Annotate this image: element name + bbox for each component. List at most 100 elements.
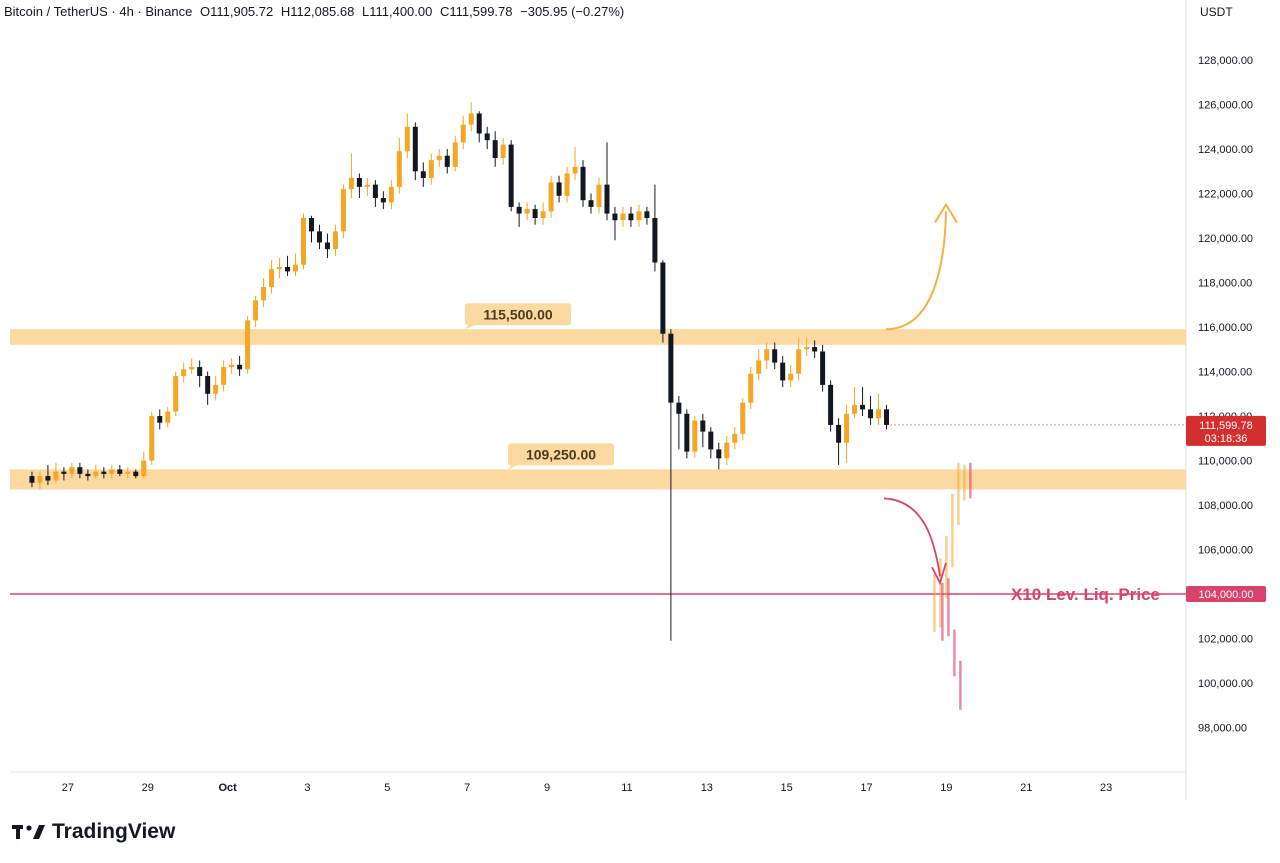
candle[interactable] [364,184,370,187]
candle[interactable] [213,384,219,394]
candle[interactable] [740,402,746,434]
candle[interactable] [277,266,283,270]
candle[interactable] [29,476,35,483]
candle[interactable] [356,177,362,187]
candle[interactable] [205,375,211,394]
candle[interactable] [756,360,762,374]
candle[interactable] [588,200,594,207]
candle[interactable] [428,160,434,178]
symbol-label[interactable]: Bitcoin / TetherUS · 4h · Binance [4,4,193,19]
candle[interactable] [884,409,890,425]
candle[interactable] [301,218,307,265]
support-resistance-zone[interactable] [10,329,1186,345]
candle[interactable] [700,420,706,432]
candle[interactable] [476,113,482,134]
candle[interactable] [221,367,227,385]
candle[interactable] [572,166,578,174]
candle[interactable] [77,467,83,474]
candle[interactable] [484,133,490,141]
candle[interactable] [860,404,866,410]
candle[interactable] [237,364,243,370]
price-unit-label[interactable]: USDT [1200,5,1233,19]
candle[interactable] [532,209,538,219]
candle[interactable] [628,213,634,221]
candle[interactable] [764,349,770,361]
candle[interactable] [420,171,426,178]
candle[interactable] [580,166,586,201]
candle[interactable] [508,144,514,207]
candle[interactable] [372,184,378,198]
candle[interactable] [173,375,179,412]
candle[interactable] [636,211,642,221]
candle[interactable] [229,364,235,368]
candle[interactable] [388,186,394,203]
candle[interactable] [189,367,195,370]
candle[interactable] [732,433,738,443]
candle[interactable] [396,151,402,187]
candle[interactable] [85,473,91,477]
candle[interactable] [620,213,626,221]
candle[interactable] [804,347,810,350]
candle[interactable] [652,218,658,263]
candle[interactable] [676,402,682,414]
candle[interactable] [876,409,882,419]
candle[interactable] [245,320,251,370]
candle[interactable] [436,155,442,161]
candle[interactable] [692,420,698,452]
candle[interactable] [45,476,51,481]
candle[interactable] [37,476,43,483]
candle[interactable] [716,449,722,459]
candle[interactable] [492,140,498,158]
candle[interactable] [165,411,171,423]
candle[interactable] [644,211,650,219]
candle[interactable] [772,349,778,363]
candle[interactable] [612,213,618,221]
candle[interactable] [285,266,291,272]
candle[interactable] [596,184,602,207]
candle[interactable] [149,416,155,461]
candle[interactable] [788,373,794,381]
candle[interactable] [125,471,131,474]
candle[interactable] [141,460,147,477]
candle[interactable] [324,242,330,250]
support-resistance-zone[interactable] [10,469,1186,490]
candle[interactable] [340,189,346,232]
candle[interactable] [708,431,714,450]
candle[interactable] [868,409,874,419]
candle[interactable] [516,206,522,214]
candle[interactable] [780,362,786,381]
candle[interactable] [404,126,410,152]
candle[interactable] [660,262,666,334]
candle[interactable] [380,197,386,203]
candle[interactable] [293,264,299,272]
candle[interactable] [796,349,802,374]
candle[interactable] [69,467,75,474]
candle[interactable] [820,351,826,385]
candle[interactable] [269,269,275,287]
candle[interactable] [308,218,314,232]
last-price-tag[interactable] [1186,415,1266,446]
candle[interactable] [117,469,123,474]
candle[interactable] [604,184,610,214]
candle[interactable] [564,173,570,196]
candle[interactable] [197,367,203,376]
candle[interactable] [101,471,107,474]
candle[interactable] [468,113,474,125]
candle[interactable] [556,182,562,196]
candle[interactable] [812,347,818,352]
candle[interactable] [253,300,259,321]
candle[interactable] [852,404,858,414]
candle[interactable] [524,209,530,214]
candle[interactable] [500,144,506,158]
candle[interactable] [548,182,554,212]
candle[interactable] [53,471,59,481]
candle[interactable] [460,124,466,143]
candle[interactable] [844,413,850,443]
candle[interactable] [444,155,450,167]
candle[interactable] [157,416,163,423]
candle[interactable] [412,126,418,172]
candle[interactable] [316,231,322,243]
candle[interactable] [828,384,834,425]
candle[interactable] [109,469,115,474]
